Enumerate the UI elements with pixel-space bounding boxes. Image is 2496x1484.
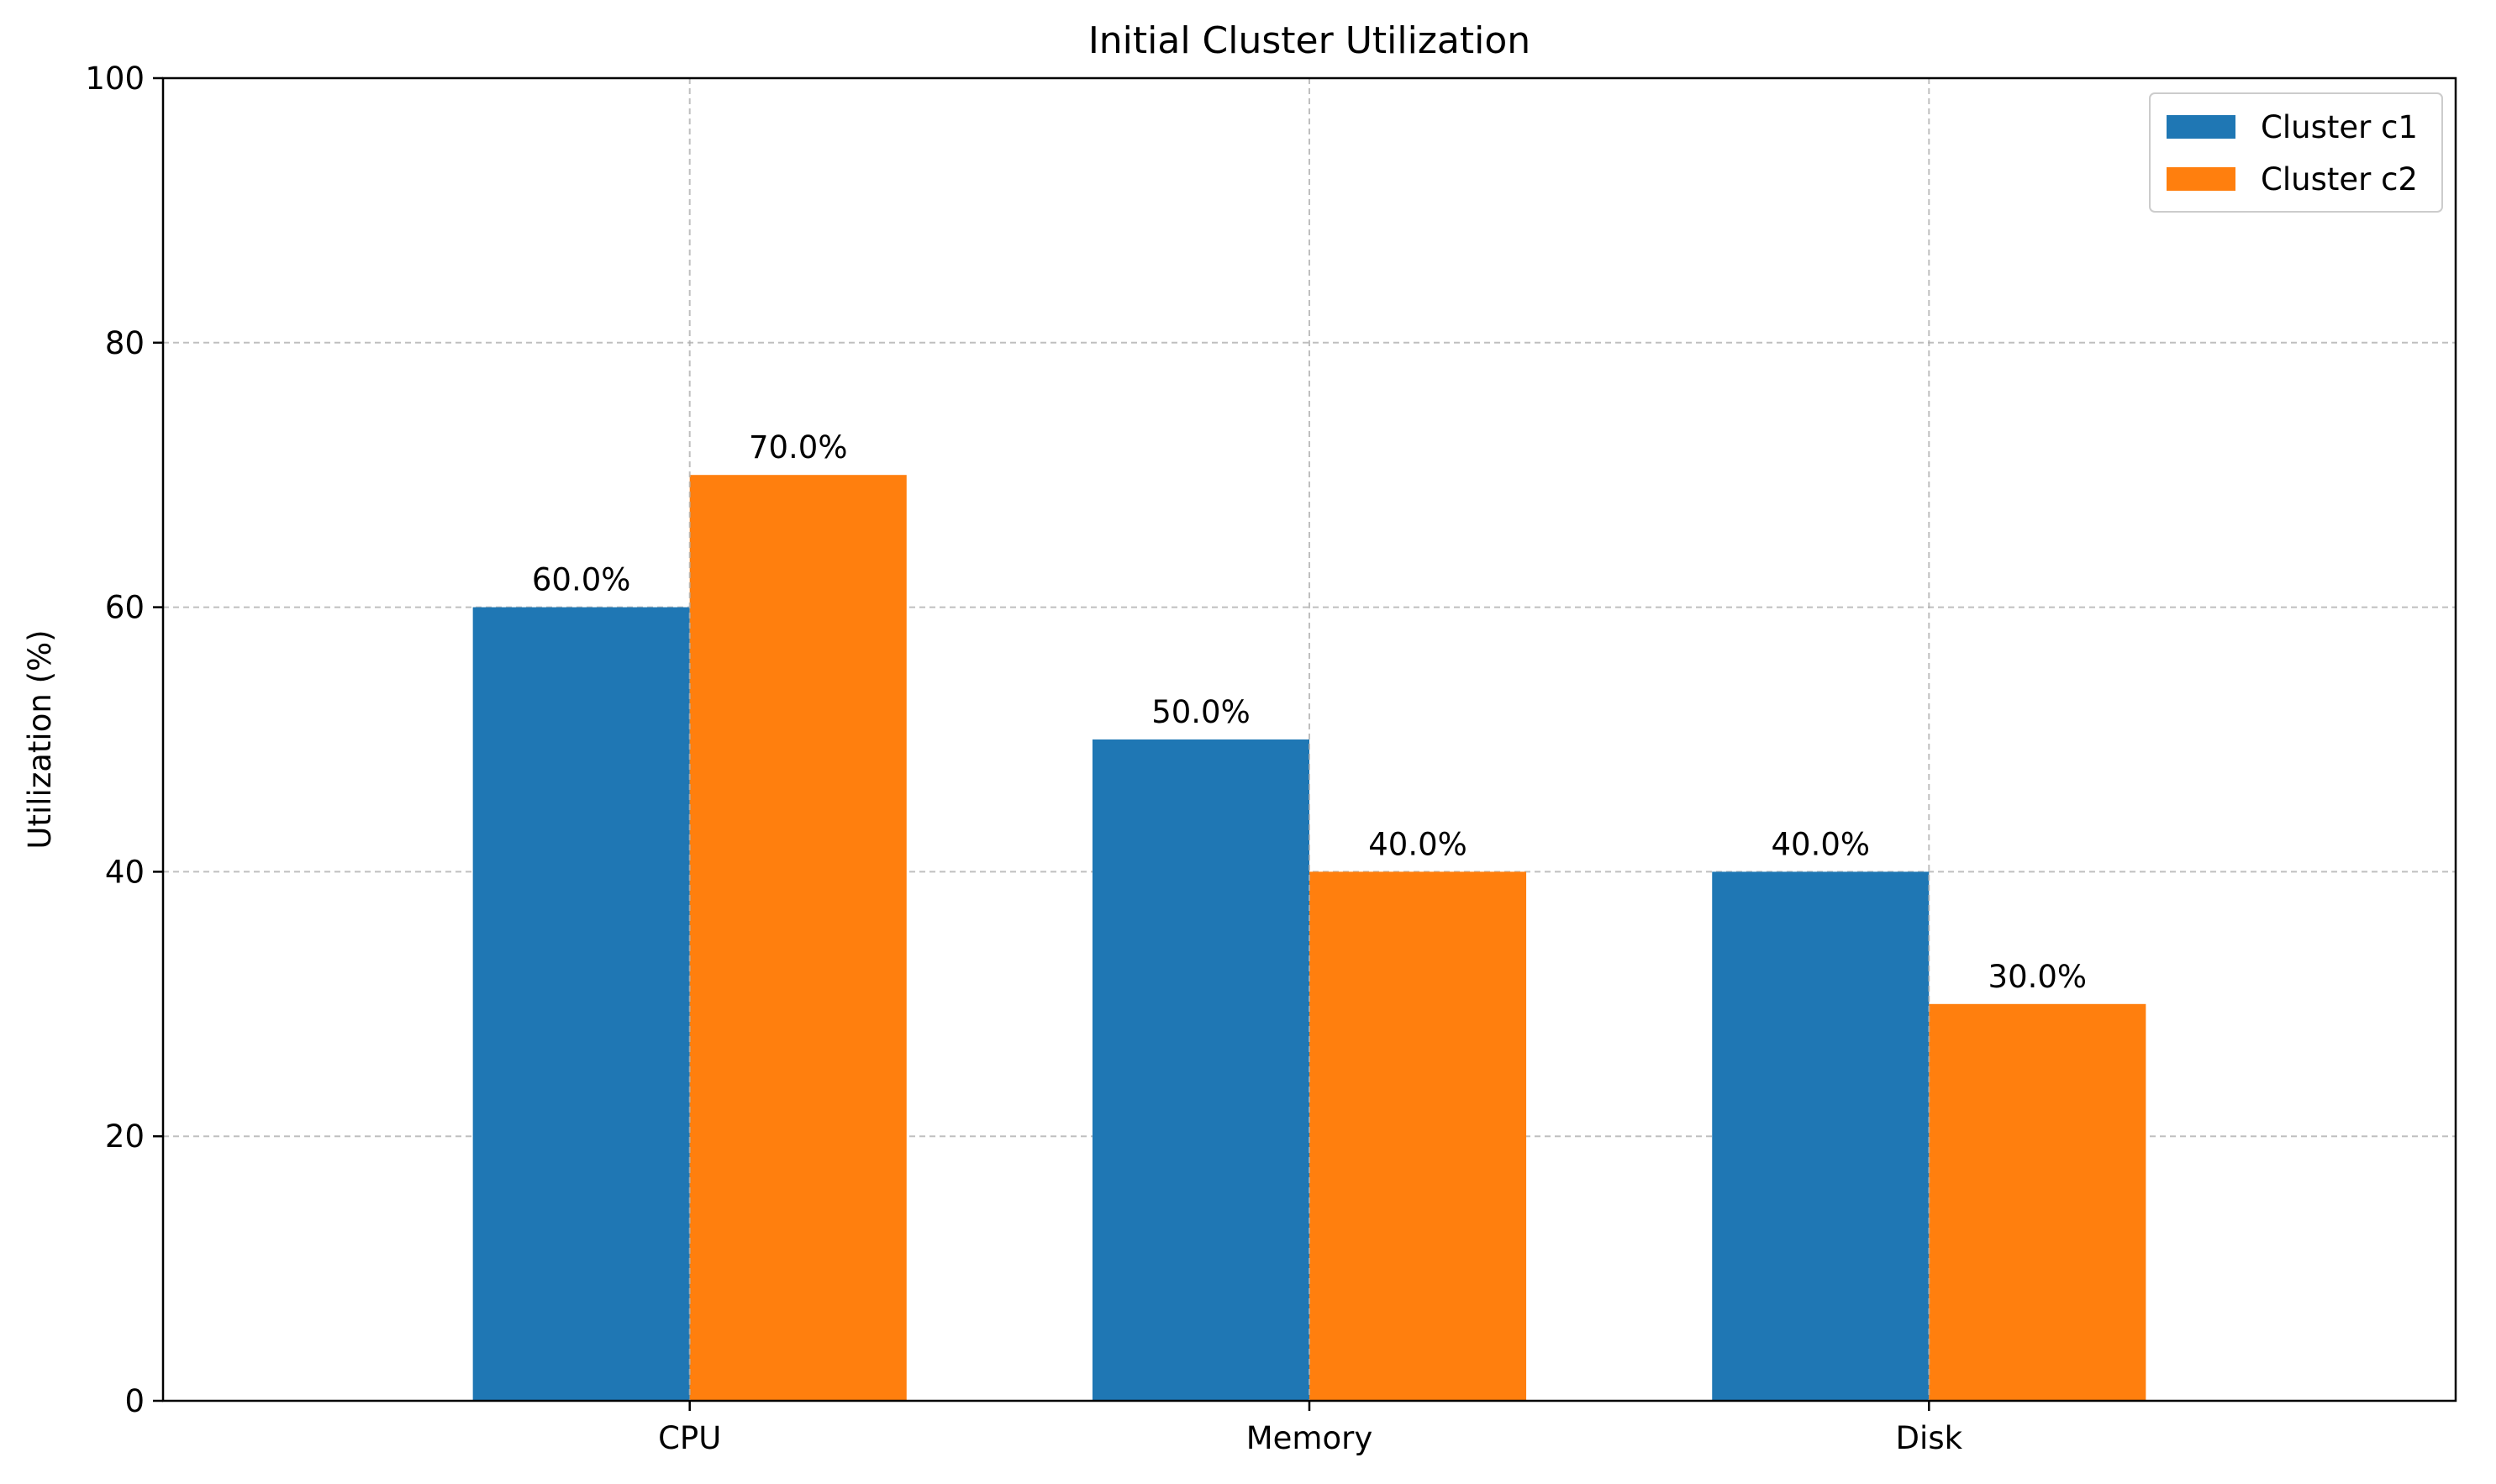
y-tick-label: 60 (105, 590, 145, 626)
bar-value-label: 60.0% (532, 562, 631, 598)
bar-value-label: 40.0% (1771, 826, 1870, 862)
bar-cluster-c2-cpu (689, 475, 907, 1402)
y-axis-label: Utilization (%) (22, 629, 58, 849)
axis-ticks: 0 20 40 60 80 100 CPU Memory Disk (85, 61, 1962, 1456)
x-tick-label: CPU (658, 1420, 721, 1456)
bar-value-label: 40.0% (1368, 826, 1467, 862)
bar-value-labels: 60.0% 50.0% 40.0% 70.0% 40.0% 30.0% (532, 78, 2087, 1401)
y-tick-label: 80 (105, 325, 145, 361)
y-tick-label: 20 (105, 1118, 145, 1155)
legend-swatch (2167, 115, 2235, 139)
bar-value-label: 50.0% (1151, 694, 1251, 730)
bar-value-label: 30.0% (1988, 959, 2088, 995)
bar-cluster-c1-memory (1092, 739, 1309, 1401)
legend: Cluster c1 Cluster c2 (2149, 92, 2443, 213)
x-tick-label: Disk (1896, 1420, 1963, 1456)
bar-cluster-c1-cpu (472, 607, 690, 1401)
y-tick-label: 100 (85, 61, 145, 97)
bar-cluster-c1-disk (1712, 871, 1930, 1401)
y-tick-label: 40 (105, 854, 145, 890)
bar-cluster-c2-memory (1309, 871, 1527, 1401)
bar-cluster-c2-disk (1929, 1003, 2146, 1401)
legend-swatch (2167, 167, 2235, 191)
bars (472, 475, 2146, 1402)
chart-title: Initial Cluster Utilization (1088, 19, 1530, 62)
bar-value-label: 70.0% (749, 429, 848, 466)
legend-label: Cluster c2 (2261, 161, 2418, 197)
x-tick-label: Memory (1246, 1420, 1372, 1456)
legend-label: Cluster c1 (2261, 109, 2418, 145)
y-tick-label: 0 (124, 1383, 145, 1419)
